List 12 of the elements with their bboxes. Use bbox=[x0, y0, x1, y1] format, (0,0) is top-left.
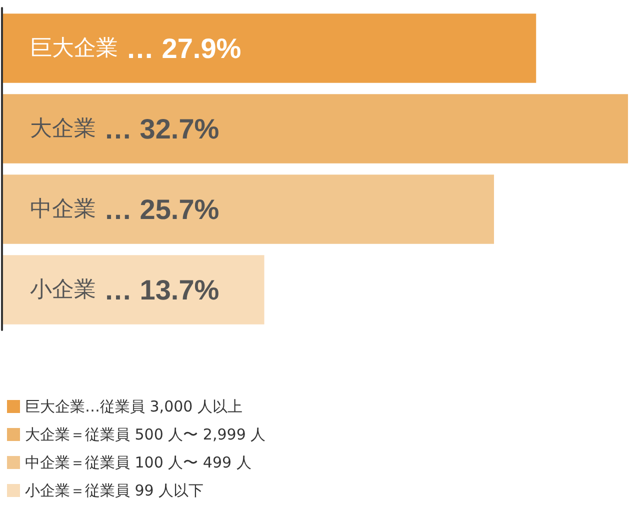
legend-label: 巨大企業…従業員 3,000 人以上 bbox=[25, 398, 242, 416]
y-tick-label: 小企業 bbox=[30, 277, 96, 302]
data-label: … 27.9% bbox=[126, 32, 242, 64]
y-tick-label: 大企業 bbox=[30, 116, 96, 142]
legend-label: 小企業＝従業員 99 人以下 bbox=[25, 482, 204, 500]
legend-label: 中企業＝従業員 100 人〜 499 人 bbox=[25, 454, 252, 472]
y-tick-label: 中企業 bbox=[30, 196, 96, 222]
legend-label: 大企業＝従業員 500 人〜 2,999 人 bbox=[25, 426, 266, 444]
y-tick-label: 巨大企業 bbox=[30, 36, 118, 61]
data-label: … 32.7% bbox=[104, 113, 220, 144]
data-label: … 13.7% bbox=[104, 274, 220, 306]
data-label: … 25.7% bbox=[104, 194, 220, 225]
